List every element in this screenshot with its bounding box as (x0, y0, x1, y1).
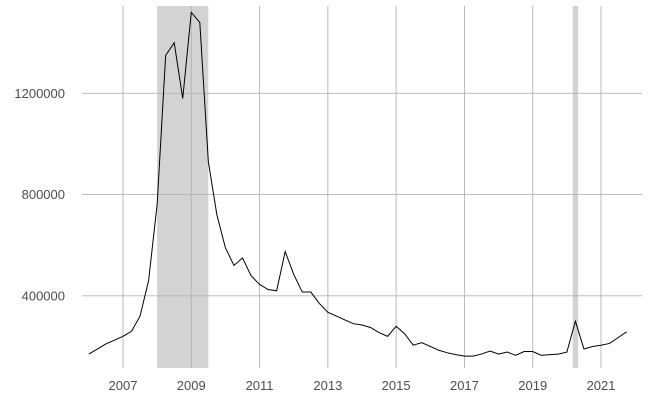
x-tick-label-2007: 2007 (109, 378, 138, 393)
recession-bands (157, 6, 579, 368)
y-tick-label-800000: 800000 (22, 187, 65, 202)
series-line-1 (88, 11, 627, 357)
x-tick-label-2013: 2013 (313, 378, 342, 393)
y-tick-label-1200000: 1200000 (14, 86, 65, 101)
y-tick-label-400000: 400000 (22, 288, 65, 303)
x-tick-label-2017: 2017 (450, 378, 479, 393)
tick-labels: 2007 2009 2011 2013 2015 2017 2019 2021 400000 80… (14, 86, 615, 393)
recession-band-2 (572, 6, 579, 368)
gridlines (82, 6, 642, 368)
x-tick-label-2021: 2021 (587, 378, 616, 393)
x-tick-label-2015: 2015 (382, 378, 411, 393)
x-tick-label-2019: 2019 (518, 378, 547, 393)
x-tick-label-2011: 2011 (246, 378, 274, 393)
series-layer (88, 11, 627, 357)
x-tick-label-2009: 2009 (177, 378, 206, 393)
recession-band-1 (157, 6, 209, 368)
